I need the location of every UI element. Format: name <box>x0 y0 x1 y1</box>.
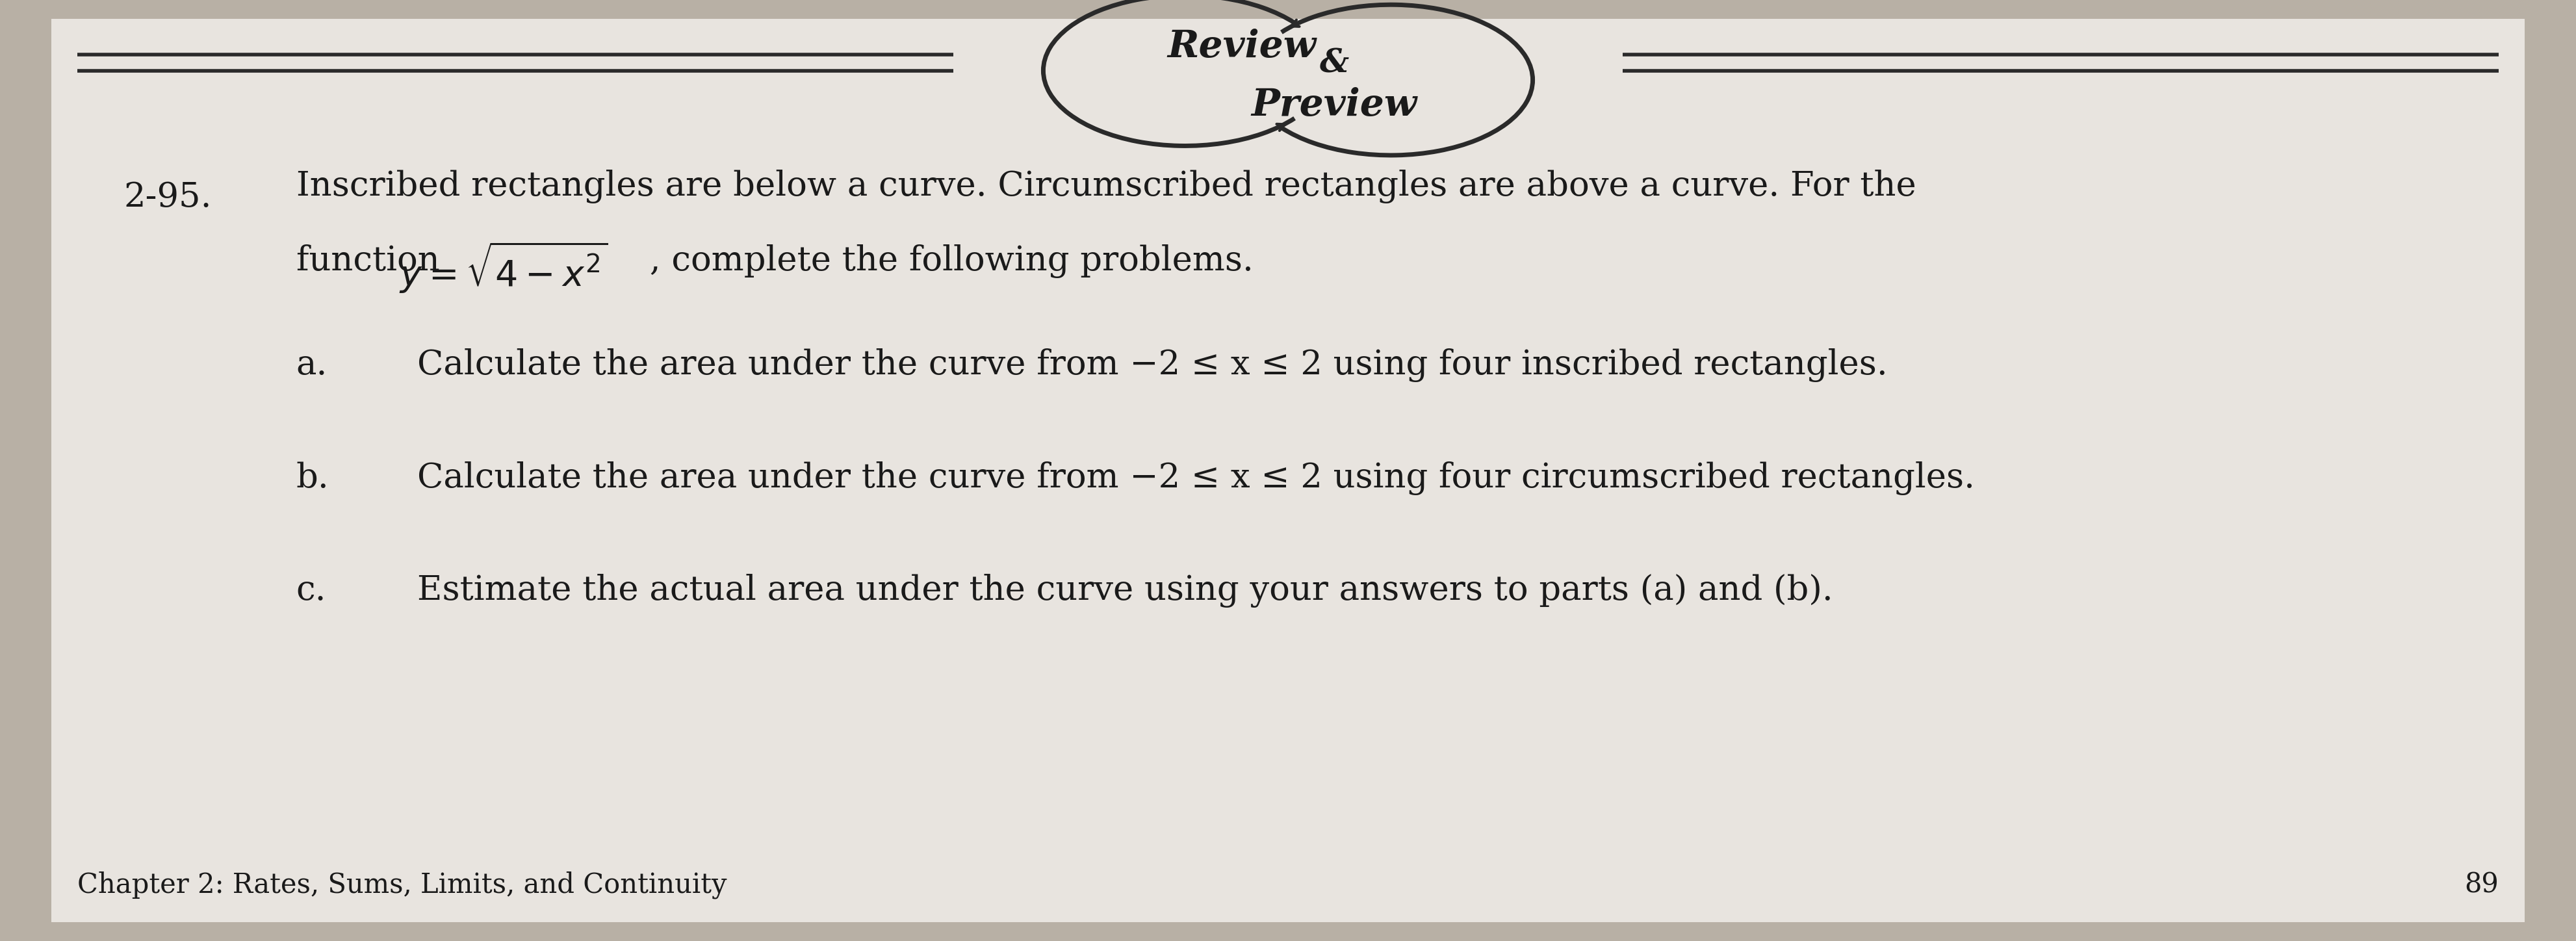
Text: Estimate the actual area under the curve using your answers to parts (a) and (b): Estimate the actual area under the curve… <box>417 574 1834 608</box>
Text: Inscribed rectangles are below a curve. Circumscribed rectangles are above a cur: Inscribed rectangles are below a curve. … <box>296 169 1917 203</box>
FancyBboxPatch shape <box>52 19 2524 922</box>
Text: Preview: Preview <box>1252 87 1417 124</box>
Text: 89: 89 <box>2465 871 2499 899</box>
Text: a.: a. <box>296 348 327 381</box>
Text: b.: b. <box>296 461 330 494</box>
Text: , complete the following problems.: , complete the following problems. <box>639 245 1255 279</box>
Text: Review: Review <box>1167 28 1316 66</box>
Text: Calculate the area under the curve from −2 ≤ x ≤ 2 using four circumscribed rect: Calculate the area under the curve from … <box>417 461 1976 495</box>
Text: function: function <box>296 245 451 278</box>
Text: &: & <box>1319 48 1350 80</box>
Text: Calculate the area under the curve from −2 ≤ x ≤ 2 using four inscribed rectangl: Calculate the area under the curve from … <box>417 348 1888 382</box>
Text: $y=\sqrt{4-x^2}$: $y=\sqrt{4-x^2}$ <box>399 240 608 295</box>
Text: 2-95.: 2-95. <box>124 181 211 214</box>
Text: Chapter 2: Rates, Sums, Limits, and Continuity: Chapter 2: Rates, Sums, Limits, and Cont… <box>77 871 726 899</box>
Text: c.: c. <box>296 574 327 607</box>
